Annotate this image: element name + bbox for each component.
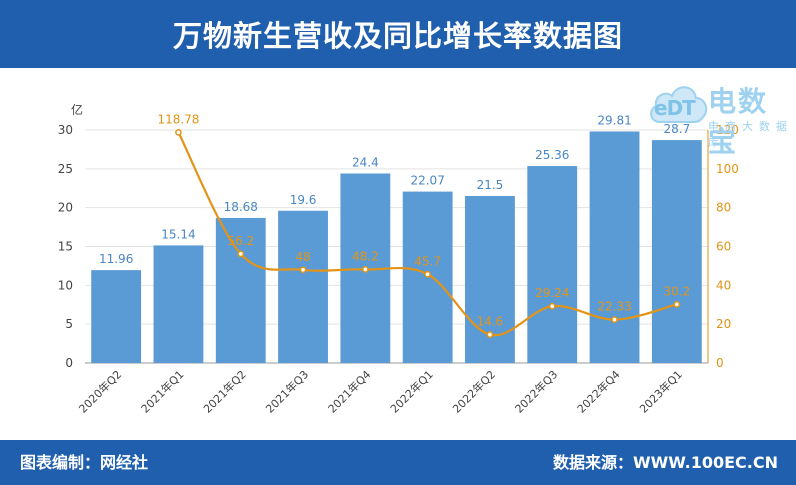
line-point [548,302,556,310]
x-tick-label: 2022年Q3 [512,367,561,416]
logo-name: 电数宝 [708,85,769,158]
logo-abbreviation: eDT [654,96,696,120]
y-right-tick-label: 40 [716,278,731,292]
y-left-tick-label: 25 [58,162,73,176]
line-value-label: 45.7 [414,254,441,268]
watermark-logo: eDT 电数宝 电商大数据库 [648,72,794,158]
bar-value-label: 24.4 [352,155,379,169]
line-value-label: 29.24 [535,286,569,300]
line-point [611,316,618,323]
bar [527,166,578,363]
line-value-label: 48.2 [352,249,379,263]
bar-value-label: 28.7 [663,122,690,136]
bar [215,217,266,363]
bar-value-label: 25.36 [535,148,569,162]
x-tick-label: 2021年Q3 [263,367,312,416]
x-tick-label: 2022年Q2 [450,367,499,416]
line-value-label: 30.2 [663,284,690,298]
y-left-tick-label: 5 [65,317,73,331]
line-point [237,250,245,258]
y-left-tick-label: 15 [58,240,73,254]
y-right-tick-label: 120 [716,123,739,137]
y-right-tick-label: 0 [716,356,724,370]
x-tick-label: 2022年Q1 [387,367,436,416]
footer-credit: 图表编制：网经社 [20,453,149,472]
x-tick-label: 2020年Q2 [76,367,125,416]
bar-value-label: 18.68 [224,200,258,214]
y-right-tick-label: 20 [716,317,731,331]
combo-chart: 051015202530020406080100120亿%11.9615.141… [58,102,739,416]
bar [278,210,328,363]
header-bar: 万物新生营收及同比增长率数据图 [0,0,796,68]
line-value-label: 56.2 [227,234,254,248]
x-tick-label: 2021年Q2 [200,367,249,416]
line-point [673,301,681,308]
x-tick-label: 2021年Q4 [325,367,374,416]
line-value-label: 118.78 [157,112,199,126]
x-tick-label: 2022年Q4 [574,367,623,416]
y-left-tick-label: 0 [65,356,73,370]
line-point [175,129,182,136]
footer-source: 数据来源：WWW.100EC.CN [552,453,778,472]
y-left-tick-label: 20 [58,201,73,215]
bar [651,140,702,363]
bar-value-label: 29.81 [597,113,631,127]
y-right-tick-label: 100 [716,162,739,176]
logo-subtitle: 电商大数据库 [708,120,793,149]
chart-title: 万物新生营收及同比增长率数据图 [172,19,623,53]
x-tick-label: 2021年Q1 [138,367,187,416]
y-left-unit-label: 亿 [71,102,83,117]
bar-value-label: 15.14 [161,227,195,241]
bar-value-label: 19.6 [290,193,317,207]
line-point [424,270,431,278]
bar [153,245,204,363]
line-point [486,331,494,339]
line-value-label: 14.6 [477,315,504,329]
footer-bar: 图表编制：网经社 数据来源：WWW.100EC.CN [0,440,796,485]
line-point [362,266,369,273]
y-left-tick-label: 10 [58,278,73,292]
bar [91,270,142,363]
y-right-tick-label: 80 [716,201,731,215]
line-point [299,266,307,274]
line-value-label: 22.33 [597,300,631,314]
bar [589,131,640,363]
x-tick-label: 2023年Q1 [636,367,685,416]
line-value-label: 48 [295,250,310,264]
bar-value-label: 22.07 [410,174,444,188]
bar-value-label: 11.96 [99,252,133,266]
y-right-tick-label: 60 [716,240,731,254]
cloud-logo-icon [650,86,708,123]
bar-value-label: 21.5 [477,178,504,192]
y-left-tick-label: 30 [58,123,73,137]
